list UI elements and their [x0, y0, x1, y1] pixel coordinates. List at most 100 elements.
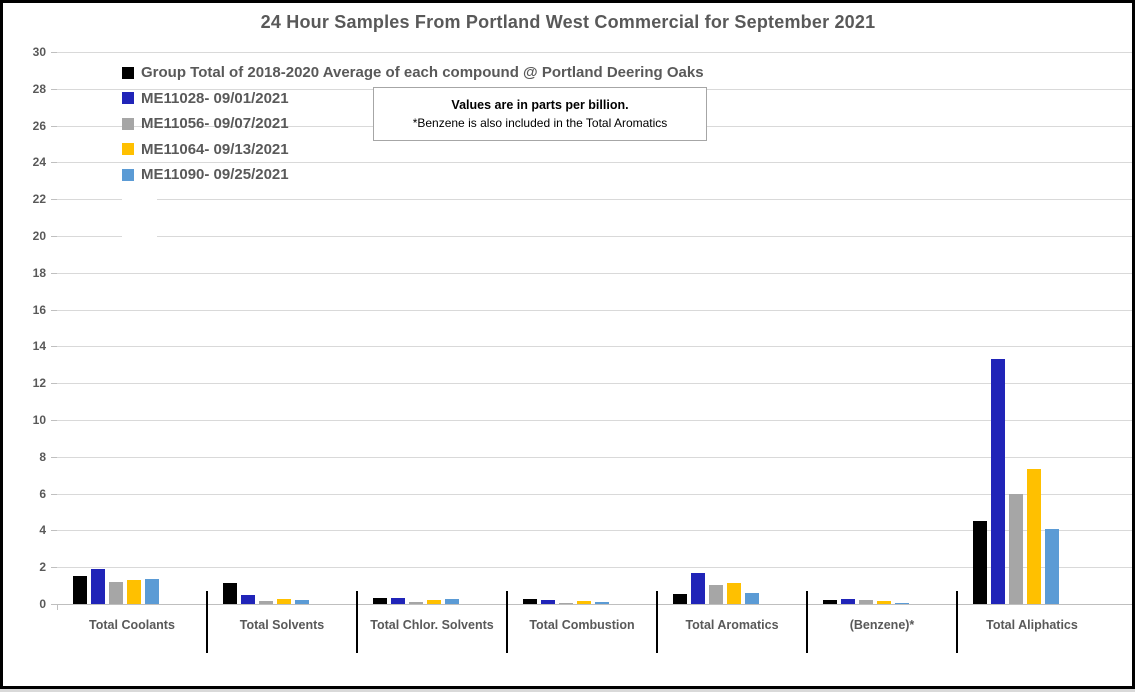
category-divider-5 — [806, 591, 808, 653]
y-axis-label-22: 22 — [32, 192, 46, 207]
axis-bottom-tick — [57, 604, 58, 610]
chart-title: 24 Hour Samples From Portland West Comme… — [260, 12, 876, 32]
legend-swatch-icon — [122, 92, 134, 105]
bar-total-solvents-s2 — [259, 601, 273, 604]
bar-total-chlor-solvents-s4 — [445, 598, 459, 604]
bar-total-chlor-solvents-s2 — [409, 601, 423, 604]
bar-total-chlor-solvents-s3 — [427, 600, 441, 604]
note-box: Values are in parts per billion. *Benzen… — [373, 87, 707, 141]
note-benzene-text: *Benzene is also included in the Total A… — [412, 116, 668, 131]
bar-total-coolants-s3 — [127, 580, 141, 604]
legend-item-2: ME11056- 09/07/2021 — [122, 111, 704, 137]
category-divider-6 — [956, 591, 958, 653]
bar-total-coolants-s2 — [109, 581, 123, 604]
gridline-y10 — [57, 420, 1132, 421]
bar-total-coolants-s1 — [91, 569, 105, 604]
bar-total-aliphatics-s1 — [991, 359, 1005, 604]
ytick-mark-y12 — [51, 383, 57, 385]
legend-item-4: ME11090- 09/25/2021 — [122, 162, 704, 188]
ytick-mark-y18 — [51, 272, 57, 274]
bar-total-aromatics-s1 — [691, 572, 705, 604]
legend-item-0: Group Total of 2018-2020 Average of each… — [122, 60, 704, 86]
bar-total-coolants-s0 — [73, 576, 87, 604]
category-divider-4 — [656, 591, 658, 653]
bar-total-aliphatics-s2 — [1009, 493, 1023, 604]
x-axis-label-6: (Benzene)* — [849, 618, 915, 632]
legend-label: ME11090- 09/25/2021 — [141, 166, 289, 184]
ytick-mark-y16 — [51, 309, 57, 311]
gridline-y16 — [57, 309, 1132, 311]
legend-swatch-icon — [122, 168, 134, 181]
bar-total-combustion-s3 — [577, 601, 591, 604]
ytick-mark-y8 — [51, 456, 57, 458]
category-divider-3 — [506, 591, 508, 653]
x-axis-label-4: Total Combustion — [529, 618, 635, 632]
bar-total-solvents-s0 — [223, 582, 237, 604]
bar-total-solvents-s1 — [241, 594, 255, 604]
y-axis-label-30: 30 — [32, 45, 46, 59]
legend-label: ME11064- 09/13/2021 — [141, 140, 289, 158]
bar-total-aliphatics-s4 — [1045, 528, 1059, 604]
legend-item-1: ME11028- 09/01/2021 — [122, 86, 704, 112]
ytick-mark-y26 — [51, 125, 57, 127]
gridline-y30 — [57, 52, 1132, 53]
bar--benzene--s0 — [823, 600, 837, 604]
x-axis-label-1: Total Coolants — [89, 618, 175, 632]
bar-total-aliphatics-s0 — [973, 521, 987, 604]
legend-label: Group Total of 2018-2020 Average of each… — [141, 64, 704, 82]
note-units-text: Values are in parts per billion. — [451, 97, 629, 112]
x-axis-label-7: Total Aliphatics — [986, 618, 1078, 632]
ytick-mark-y24 — [51, 162, 57, 164]
bar-total-aromatics-s2 — [709, 584, 723, 604]
bar-total-aromatics-s4 — [745, 592, 759, 604]
bar-total-chlor-solvents-s1 — [391, 598, 405, 604]
bar-total-aliphatics-s3 — [1027, 468, 1041, 604]
x-axis-label-3: Total Chlor. Solvents — [370, 618, 494, 632]
ytick-mark-y28 — [51, 88, 57, 90]
bar-total-aromatics-s0 — [673, 593, 687, 604]
gridline-y24 — [57, 162, 1132, 164]
legend-label: ME11028- 09/01/2021 — [141, 89, 289, 107]
gridline-y22 — [57, 199, 1132, 201]
plot-area: 0 2 4 6 8 10 12 14 16 18 20 22 24 26 28 30 Total Coolant… — [3, 3, 1132, 686]
y-axis-label-24: 24 — [32, 155, 46, 170]
y-axis-label-10: 10 — [32, 413, 46, 427]
y-axis-label-12: 12 — [32, 376, 46, 391]
gridline-y20 — [57, 236, 1132, 237]
legend-label: ME11056- 09/07/2021 — [141, 115, 289, 133]
legend-swatch-icon — [122, 143, 134, 156]
bar-total-coolants-s4 — [145, 579, 159, 604]
ytick-mark-y14 — [51, 346, 57, 348]
gridline-y18 — [57, 272, 1132, 274]
ytick-mark-y0 — [51, 604, 57, 605]
ytick-mark-y2 — [51, 567, 57, 569]
gridline-y2 — [57, 567, 1132, 569]
category-divider-1 — [206, 591, 208, 653]
ytick-mark-y10 — [51, 420, 57, 421]
legend-swatch-icon — [122, 117, 134, 130]
bar--benzene--s2 — [859, 600, 873, 604]
y-axis-label-14: 14 — [32, 339, 46, 354]
gridline-y14 — [57, 346, 1132, 348]
legend-item-3: ME11064- 09/13/2021 — [122, 137, 704, 163]
ytick-mark-y6 — [51, 493, 57, 495]
bar--benzene--s3 — [877, 601, 891, 604]
gridline-y0 — [57, 604, 1132, 605]
legend-swatch-icon — [122, 66, 134, 79]
bar-total-combustion-s4 — [595, 601, 609, 604]
y-axis-label-28: 28 — [32, 81, 46, 96]
x-axis-label-2: Total Solvents — [239, 618, 325, 632]
y-axis-label-20: 20 — [32, 229, 46, 243]
bar--benzene--s1 — [841, 599, 855, 604]
y-axis-label-6: 6 — [39, 486, 46, 501]
ytick-mark-y30 — [51, 52, 57, 53]
bar-total-combustion-s1 — [541, 600, 555, 604]
legend: Group Total of 2018-2020 Average of each… — [122, 60, 704, 188]
bar-total-combustion-s0 — [523, 599, 537, 604]
bar-total-solvents-s4 — [295, 600, 309, 604]
bar-total-solvents-s3 — [277, 599, 291, 604]
y-axis-label-18: 18 — [32, 265, 46, 280]
y-axis-label-8: 8 — [39, 449, 46, 464]
category-divider-2 — [356, 591, 358, 653]
